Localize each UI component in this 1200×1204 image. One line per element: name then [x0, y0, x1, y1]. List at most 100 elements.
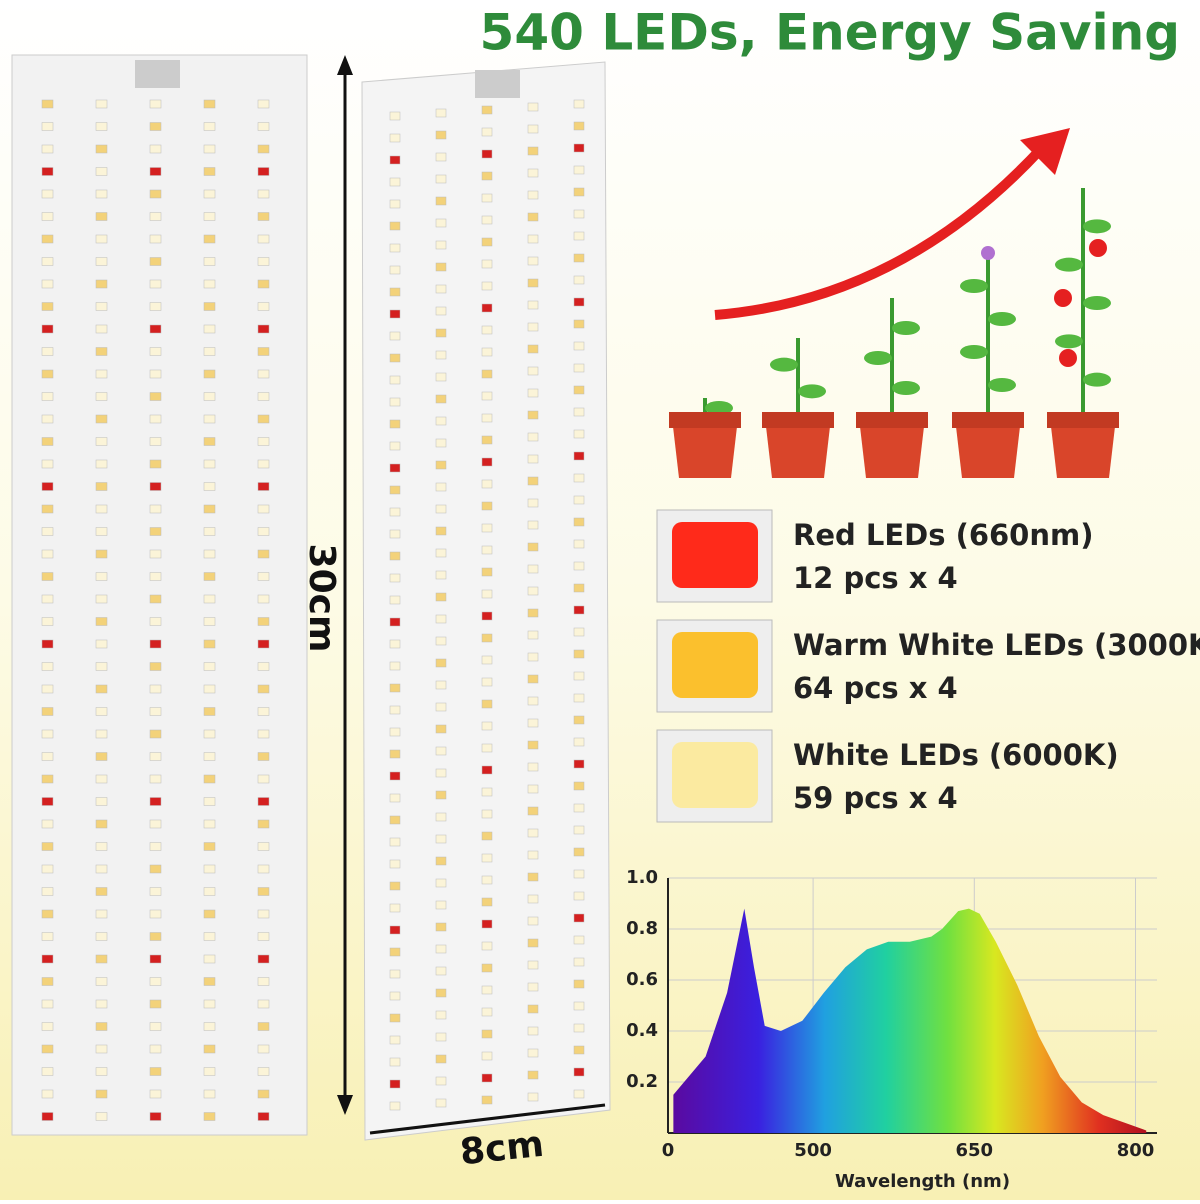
led	[573, 451, 585, 461]
title: 540 LEDs, Energy Saving	[480, 4, 1180, 62]
led	[95, 729, 108, 739]
led	[435, 812, 447, 822]
tomato	[1059, 349, 1077, 367]
led	[527, 586, 539, 596]
led	[149, 1112, 162, 1121]
led	[95, 437, 108, 446]
led	[389, 507, 401, 517]
led	[481, 589, 493, 599]
led	[95, 842, 108, 851]
led	[41, 1044, 54, 1054]
led	[527, 410, 539, 420]
led	[573, 429, 585, 439]
led	[41, 572, 54, 581]
led	[435, 350, 447, 360]
led	[527, 300, 539, 310]
led-count: 59 pcs x 4	[793, 781, 958, 815]
led	[203, 1089, 216, 1099]
led	[41, 617, 54, 626]
led	[95, 639, 108, 649]
led	[527, 674, 539, 684]
led	[389, 463, 401, 473]
led	[203, 324, 216, 334]
led	[41, 707, 54, 716]
led	[435, 218, 447, 228]
plants	[669, 188, 1119, 478]
led	[573, 473, 585, 483]
led	[389, 617, 401, 627]
led	[527, 234, 539, 244]
pot	[859, 418, 925, 478]
led	[527, 982, 539, 992]
led	[41, 167, 54, 176]
led	[203, 594, 216, 604]
led	[257, 99, 270, 109]
led	[203, 617, 216, 626]
led	[95, 212, 108, 221]
led	[481, 699, 493, 709]
led	[435, 306, 447, 316]
led	[149, 369, 162, 379]
led	[203, 527, 216, 536]
led	[435, 966, 447, 976]
led	[573, 869, 585, 879]
led	[527, 388, 539, 398]
led	[435, 1010, 447, 1020]
led	[481, 831, 493, 841]
led	[481, 215, 493, 225]
led	[95, 414, 108, 424]
led	[149, 797, 162, 806]
y-tick-label: 0.4	[626, 1020, 658, 1041]
led	[389, 705, 401, 715]
led	[573, 407, 585, 417]
led	[389, 529, 401, 539]
led	[95, 279, 108, 289]
led	[95, 189, 108, 199]
led	[389, 331, 401, 341]
led	[257, 617, 270, 626]
led	[41, 1022, 54, 1031]
led	[527, 1070, 539, 1080]
led	[389, 353, 401, 363]
connector	[135, 60, 180, 88]
led	[257, 1022, 270, 1031]
led	[435, 944, 447, 954]
led	[527, 740, 539, 750]
led	[149, 122, 162, 131]
led	[481, 1095, 493, 1105]
led	[435, 284, 447, 294]
swatch-white	[672, 742, 758, 808]
led	[203, 1044, 216, 1054]
led	[41, 1112, 54, 1121]
led	[149, 167, 162, 176]
led	[95, 1022, 108, 1031]
led	[435, 878, 447, 888]
led	[389, 639, 401, 649]
led	[95, 302, 108, 311]
led	[257, 144, 270, 154]
led	[389, 1057, 401, 1067]
led	[41, 122, 54, 131]
led	[203, 662, 216, 671]
led	[481, 435, 493, 445]
leaf	[1083, 219, 1111, 234]
leaf	[1083, 296, 1111, 310]
led	[481, 149, 493, 159]
spectrum-area	[673, 908, 1147, 1133]
led	[573, 957, 585, 967]
led	[203, 437, 216, 446]
led	[149, 234, 162, 244]
led	[41, 909, 54, 919]
led	[95, 392, 108, 401]
led-count: 12 pcs x 4	[793, 561, 958, 595]
led	[95, 774, 108, 784]
led	[389, 815, 401, 825]
led	[389, 221, 401, 231]
led	[573, 759, 585, 769]
led	[149, 212, 162, 221]
led	[203, 392, 216, 401]
led	[41, 212, 54, 221]
led	[573, 935, 585, 945]
led	[257, 572, 270, 581]
